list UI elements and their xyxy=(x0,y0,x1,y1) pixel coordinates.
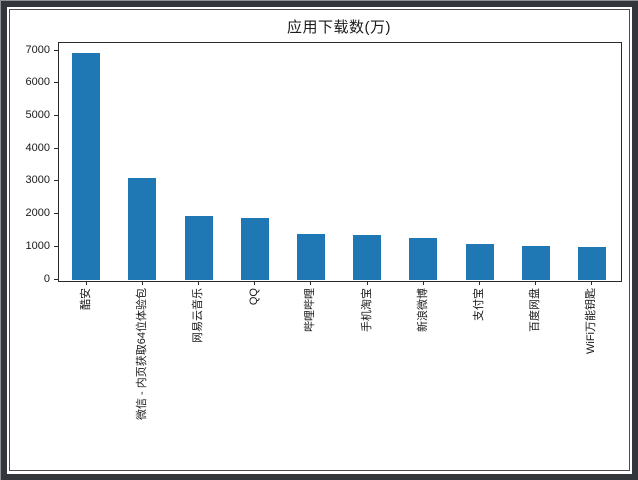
x-tick-label: 哔哩哔哩 xyxy=(304,288,317,332)
bar xyxy=(521,245,550,280)
x-tick-label: 网易云音乐 xyxy=(192,288,204,343)
y-tick-label: 1000 xyxy=(25,239,50,252)
y-tick-label: 7000 xyxy=(25,43,50,56)
x-tick-label: 手机淘宝 xyxy=(360,288,373,332)
y-tick-label: 5000 xyxy=(25,108,50,121)
x-tick-label: 支付宝 xyxy=(473,288,485,321)
x-tick-label: QQ xyxy=(248,288,261,306)
bar xyxy=(72,53,101,280)
x-tick-mark xyxy=(479,281,480,285)
frame-inner-border xyxy=(9,9,630,471)
y-tick-mark xyxy=(54,82,58,84)
y-tick-mark xyxy=(54,147,58,149)
plot-area xyxy=(58,42,622,282)
bar xyxy=(128,177,157,280)
y-tick-label: 0 xyxy=(43,272,50,285)
x-tick-label: 百度网盘 xyxy=(529,288,542,332)
x-tick-mark xyxy=(535,281,537,285)
x-tick-mark xyxy=(254,281,256,285)
y-tick-label: 2000 xyxy=(25,207,50,220)
bar xyxy=(353,234,382,280)
x-tick-mark xyxy=(591,281,593,285)
x-tick-mark xyxy=(85,281,87,285)
x-tick-mark xyxy=(310,281,312,285)
bar xyxy=(577,246,606,280)
bar xyxy=(296,233,325,280)
bar xyxy=(184,216,213,280)
x-tick-mark xyxy=(422,281,424,285)
y-tick-mark xyxy=(54,213,58,215)
y-tick-mark xyxy=(54,245,58,247)
bar xyxy=(465,243,494,280)
y-tick-label: 3000 xyxy=(25,174,50,187)
y-tick-mark xyxy=(54,49,58,51)
x-tick-mark xyxy=(141,281,143,285)
y-tick-label: 4000 xyxy=(25,141,50,154)
y-tick-mark xyxy=(54,114,58,116)
chart-title: 应用下载数(万) xyxy=(287,19,391,36)
x-tick-mark xyxy=(366,281,368,285)
y-tick-mark xyxy=(54,278,58,280)
x-tick-label: 微信 - 内页获取64位体验包 xyxy=(135,288,148,421)
x-tick-label: WiFi万能钥匙 xyxy=(585,288,598,354)
x-tick-mark xyxy=(198,281,199,285)
bar xyxy=(240,217,269,280)
y-tick-label: 6000 xyxy=(25,76,50,89)
y-tick-mark xyxy=(54,180,58,182)
x-tick-label: 酷安 xyxy=(79,288,92,310)
x-tick-label: 新浪微博 xyxy=(416,288,429,332)
bar xyxy=(409,238,438,280)
